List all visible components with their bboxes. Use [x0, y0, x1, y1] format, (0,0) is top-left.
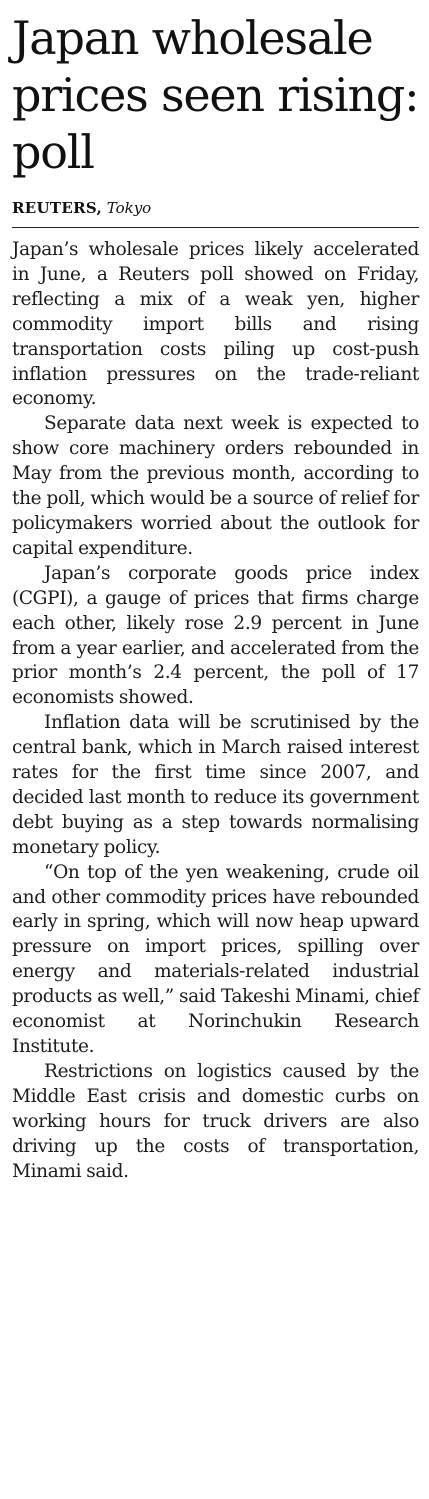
article-body: Japan’s wholesale prices likely accelera… [12, 238, 419, 1184]
paragraph: “On top of the yen weakening, crude oil … [12, 861, 419, 1057]
paragraph: Inflation data will be scrutinised by th… [12, 712, 419, 858]
headline: Japan wholesale prices seen rising: poll [12, 11, 420, 179]
byline-location: Tokyo [106, 199, 152, 217]
paragraph: Japan’s corporate goods price index (CGP… [12, 562, 419, 709]
paragraph: Restrictions on logistics caused by the … [12, 1060, 419, 1182]
byline: REUTERS, Tokyo [12, 197, 419, 219]
news-article: Japan wholesale prices seen rising: poll… [12, 10, 420, 1184]
paragraph: Japan’s wholesale prices likely accelera… [12, 239, 419, 410]
byline-divider [12, 227, 419, 228]
paragraph: Separate data next week is expected to s… [12, 413, 419, 559]
byline-agency: REUTERS, [12, 199, 102, 217]
